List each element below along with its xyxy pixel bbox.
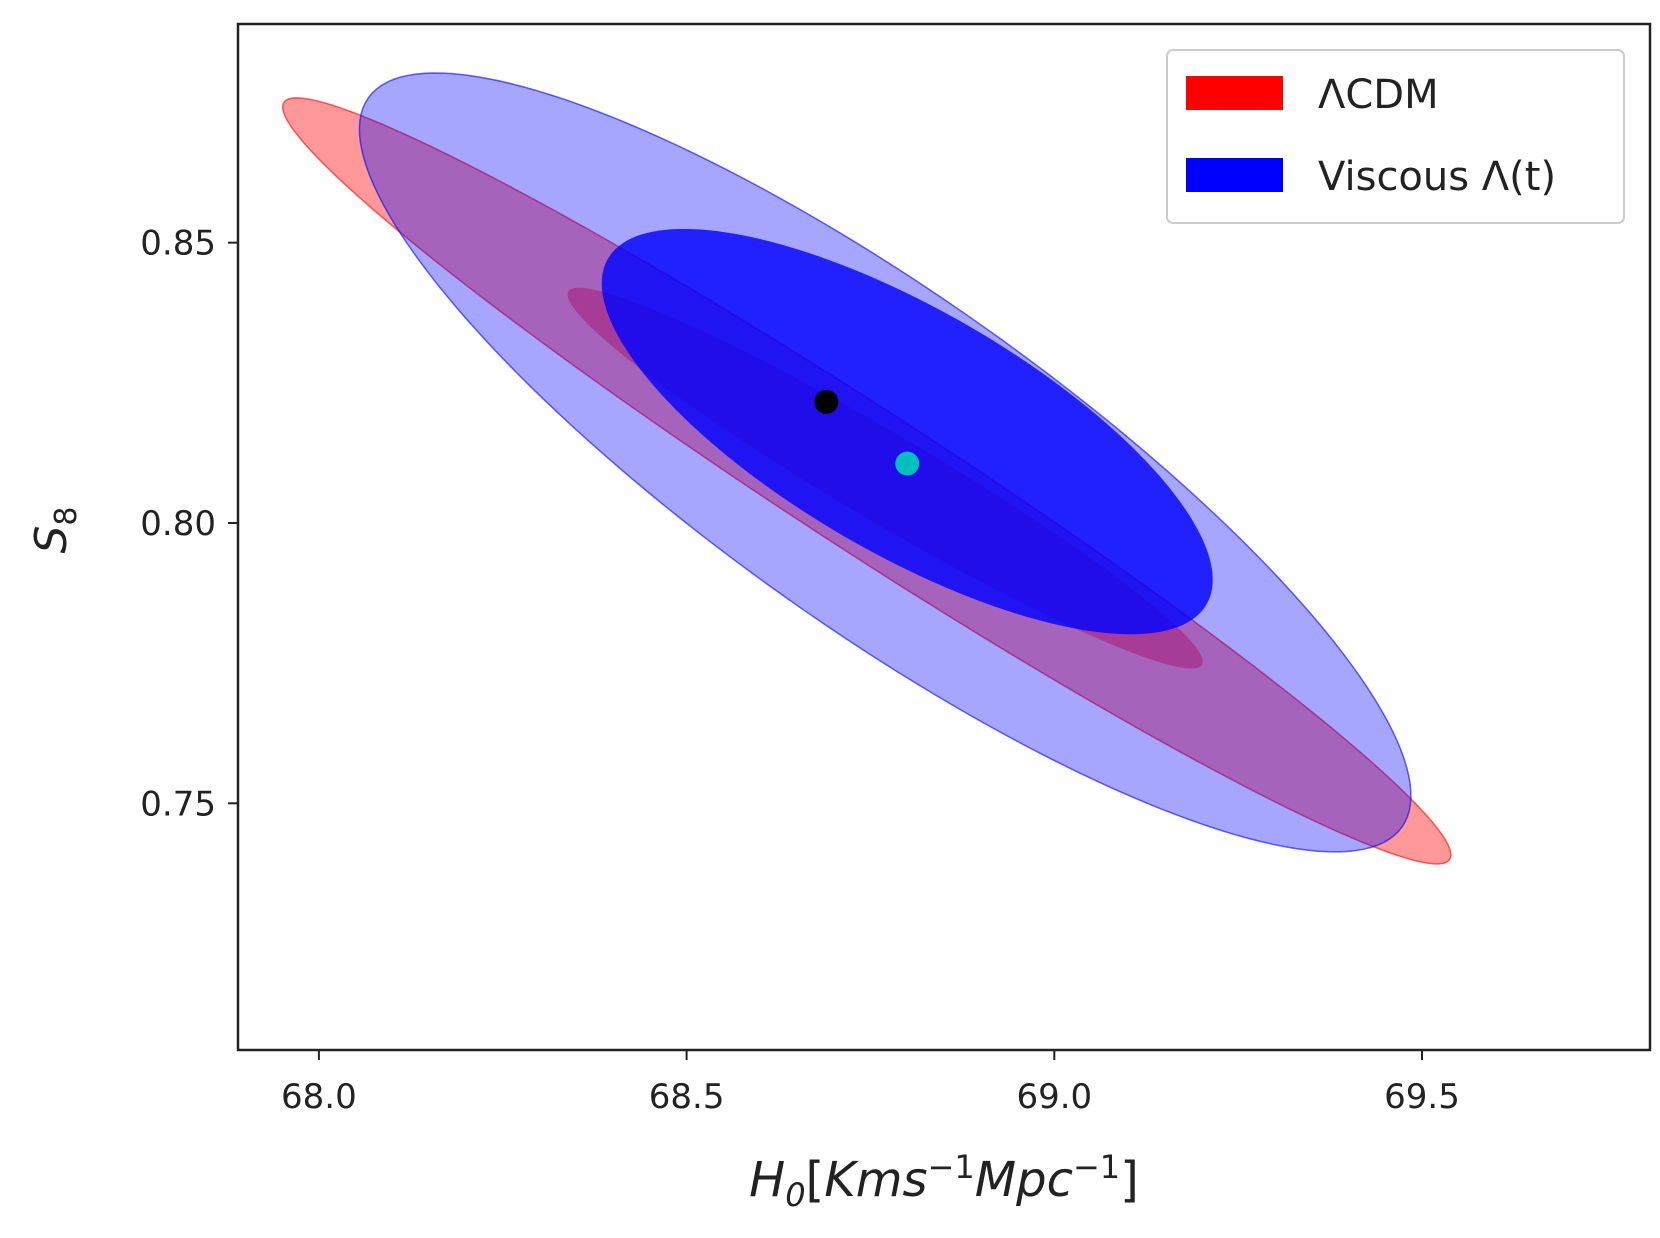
legend-label-lcdm: ΛCDM [1318, 72, 1439, 118]
best-fit-points [814, 389, 920, 476]
contour-viscous-1sigma [601, 228, 1213, 635]
legend-swatch-viscous [1186, 158, 1283, 192]
plot-frame [236, 22, 1652, 1052]
legend-label-viscous: Viscous Λ(t) [1318, 154, 1556, 200]
x-tick-label: 68.0 [281, 1077, 357, 1117]
contour-layer [281, 72, 1452, 865]
y-tick-label: 0.75 [140, 784, 216, 824]
legend: ΛCDM Viscous Λ(t) [1166, 49, 1625, 224]
y-tick-label: 0.85 [140, 224, 216, 264]
best-fit-point-lcdm [895, 451, 920, 476]
y-axis-ticks: 0.75 0.80 0.85 [140, 224, 238, 824]
x-tick-label: 68.5 [649, 1077, 725, 1117]
y-axis-label: S8 [26, 506, 84, 553]
legend-swatch-lcdm [1186, 76, 1283, 110]
y-tick-label: 0.80 [140, 504, 216, 544]
x-axis-ticks: 68.0 68.5 69.0 69.5 [281, 1050, 1460, 1117]
best-fit-point-viscous [814, 389, 839, 414]
x-axis-label: H0[Kms−1Mpc−1] [749, 1148, 1139, 1214]
x-tick-label: 69.0 [1016, 1077, 1092, 1117]
x-tick-label: 69.5 [1384, 1077, 1460, 1117]
